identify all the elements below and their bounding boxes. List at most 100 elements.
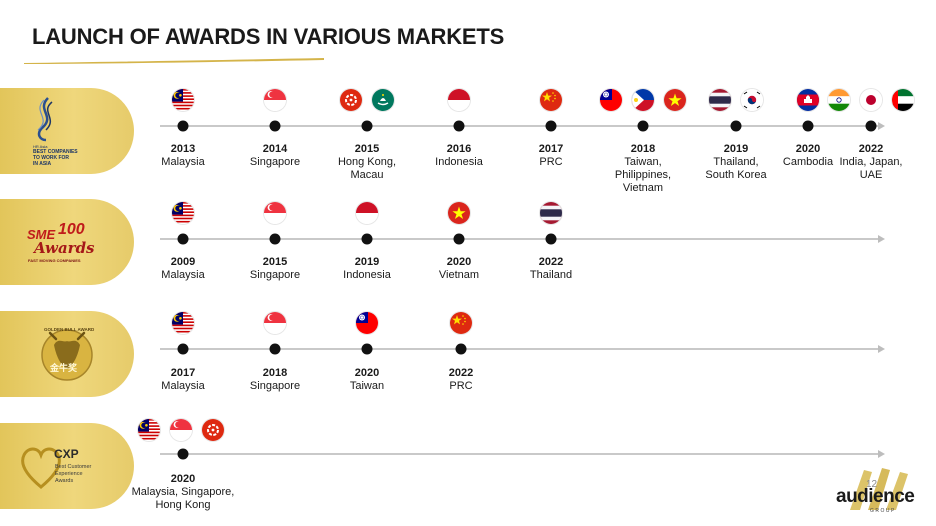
sme100-milestone-dot <box>453 233 465 245</box>
sme100-milestone-dot <box>269 233 281 245</box>
milestone-market: UAE <box>859 169 883 181</box>
hr-asia-milestone-dot <box>730 120 742 132</box>
hr-asia-milestone-dot <box>177 120 189 132</box>
milestone-market: Philippines, <box>614 169 672 181</box>
cxp-line3: Awards <box>55 478 74 484</box>
hr-asia-milestone-label: 2022 India, Japan, UAE <box>816 143 926 182</box>
milestone-market: Singapore <box>249 269 301 281</box>
hr-asia-milestone-dot <box>545 120 557 132</box>
milestone-year: 2015 <box>262 256 288 268</box>
golden-bull-milestone-dot <box>455 343 467 355</box>
hr-asia-milestone-dot <box>865 120 877 132</box>
sme100-number-text: 100 <box>58 221 85 238</box>
milestone-market: Macau <box>350 169 384 181</box>
milestone-market: Cambodia <box>782 156 834 168</box>
milestone-year: 2018 <box>262 367 288 379</box>
golden-bull-milestone-dot <box>177 343 189 355</box>
hr-asia-milestone-label: 2019 Thailand, South Korea <box>681 143 791 182</box>
golden-bull-arc-text: GOLDEN BULL AWARD <box>44 327 95 332</box>
hr-asia-line2: TO WORK FOR <box>33 155 70 161</box>
milestone-market: Hong Kong <box>155 499 211 511</box>
malaysia-flag-icon <box>172 202 194 224</box>
hr-asia-milestone-label: 2020 Cambodia <box>753 143 863 169</box>
indonesia-flag-icon <box>356 202 378 224</box>
brand-logo-sub: GROUP <box>870 508 896 514</box>
milestone-market: Taiwan, <box>624 156 662 168</box>
milestone-year: 2019 <box>354 256 380 268</box>
milestone-market: Hong Kong, <box>337 156 397 168</box>
milestone-market: Malaysia <box>161 269 205 281</box>
sme100-milestone-dot <box>177 233 189 245</box>
cxp-line2: Experience <box>55 471 83 477</box>
cxp-timeline-line <box>160 453 880 455</box>
milestone-market: Malaysia <box>161 156 205 168</box>
title-underline <box>24 58 324 64</box>
vietnam-flag-icon <box>664 89 686 111</box>
singapore-flag-icon <box>264 89 286 111</box>
sme100-milestone-label: 2009 Malaysia <box>128 256 238 282</box>
macau-flag-icon <box>372 89 394 111</box>
hr-asia-timeline-arrow <box>878 122 885 130</box>
milestone-year: 2017 <box>538 143 564 155</box>
milestone-year: 2022 <box>858 143 884 155</box>
vietnam-flag-icon <box>448 202 470 224</box>
china-flag-icon <box>450 312 472 334</box>
philippines-flag-icon <box>632 89 654 111</box>
milestone-market: Singapore <box>249 156 301 168</box>
china-flag-icon <box>540 89 562 111</box>
indonesia-flag-icon <box>448 89 470 111</box>
sme100-sub-text: FAST MOVING COMPANIES <box>28 258 81 263</box>
golden-bull-milestone-dot <box>361 343 373 355</box>
cxp-award-badge: CXP Best Customer Experience Awards <box>0 423 134 509</box>
milestone-market: Singapore <box>249 380 301 392</box>
golden-bull-chinese-text: 金牛奖 <box>50 364 78 374</box>
milestone-year: 2020 <box>795 143 821 155</box>
milestone-market: Malaysia <box>161 380 205 392</box>
milestone-year: 2020 <box>354 367 380 379</box>
golden-bull-milestone-label: 2020 Taiwan <box>312 367 422 393</box>
hr-asia-top-text: HR Asia <box>33 144 48 149</box>
brand-logo: audience <box>836 486 915 507</box>
hr-asia-award-badge: HR Asia BEST COMPANIES TO WORK FOR IN AS… <box>0 88 134 174</box>
milestone-year: 2019 <box>723 143 749 155</box>
milestone-market: Indonesia <box>435 156 483 168</box>
milestone-market: India, Japan, <box>839 156 903 168</box>
malaysia-flag-icon <box>138 419 160 441</box>
thailand-flag-icon <box>540 202 562 224</box>
milestone-year: 2009 <box>170 256 196 268</box>
hr-asia-timeline-line <box>160 125 880 127</box>
malaysia-flag-icon <box>172 89 194 111</box>
hr-asia-milestone-dot <box>802 120 814 132</box>
singapore-flag-icon <box>264 202 286 224</box>
milestone-market: PRC <box>539 156 563 168</box>
uae-flag-icon <box>892 89 914 111</box>
sme100-main-text: SME <box>27 227 56 242</box>
hong-kong-flag-icon <box>202 419 224 441</box>
milestone-year: 2017 <box>170 367 196 379</box>
milestone-year: 2022 <box>538 256 564 268</box>
page-number: 12 <box>866 479 878 490</box>
sme100-award-badge: SME 100 Awards FAST MOVING COMPANIES <box>0 199 134 285</box>
milestone-market: Thailand, <box>713 156 759 168</box>
hr-asia-milestone-label: 2013 Malaysia <box>128 143 238 169</box>
hr-asia-milestone-dot <box>269 120 281 132</box>
japan-flag-icon <box>860 89 882 111</box>
cxp-logo-text: CXP <box>54 447 79 461</box>
cxp-heart-icon <box>21 447 61 489</box>
milestone-market: Vietnam <box>622 182 664 194</box>
hong-kong-flag-icon <box>340 89 362 111</box>
sme100-milestone-label: 2019 Indonesia <box>312 256 422 282</box>
golden-bull-timeline-arrow <box>878 345 885 353</box>
hr-asia-milestone-label: 2015 Hong Kong, Macau <box>312 143 422 182</box>
sme100-timeline-line <box>160 238 880 240</box>
singapore-flag-icon <box>170 419 192 441</box>
milestone-market: Vietnam <box>438 269 480 281</box>
cxp-milestone-dot <box>177 448 189 460</box>
taiwan-flag-icon <box>356 312 378 334</box>
hr-asia-milestone-dot <box>637 120 649 132</box>
hr-asia-milestone-label: 2014 Singapore <box>220 143 330 169</box>
milestone-year: 2014 <box>262 143 288 155</box>
sme100-milestone-label: 2020 Vietnam <box>404 256 514 282</box>
hr-asia-milestone-label: 2018 Taiwan, Philippines, Vietnam <box>588 143 698 195</box>
hr-asia-line3: IN ASIA <box>33 161 52 167</box>
